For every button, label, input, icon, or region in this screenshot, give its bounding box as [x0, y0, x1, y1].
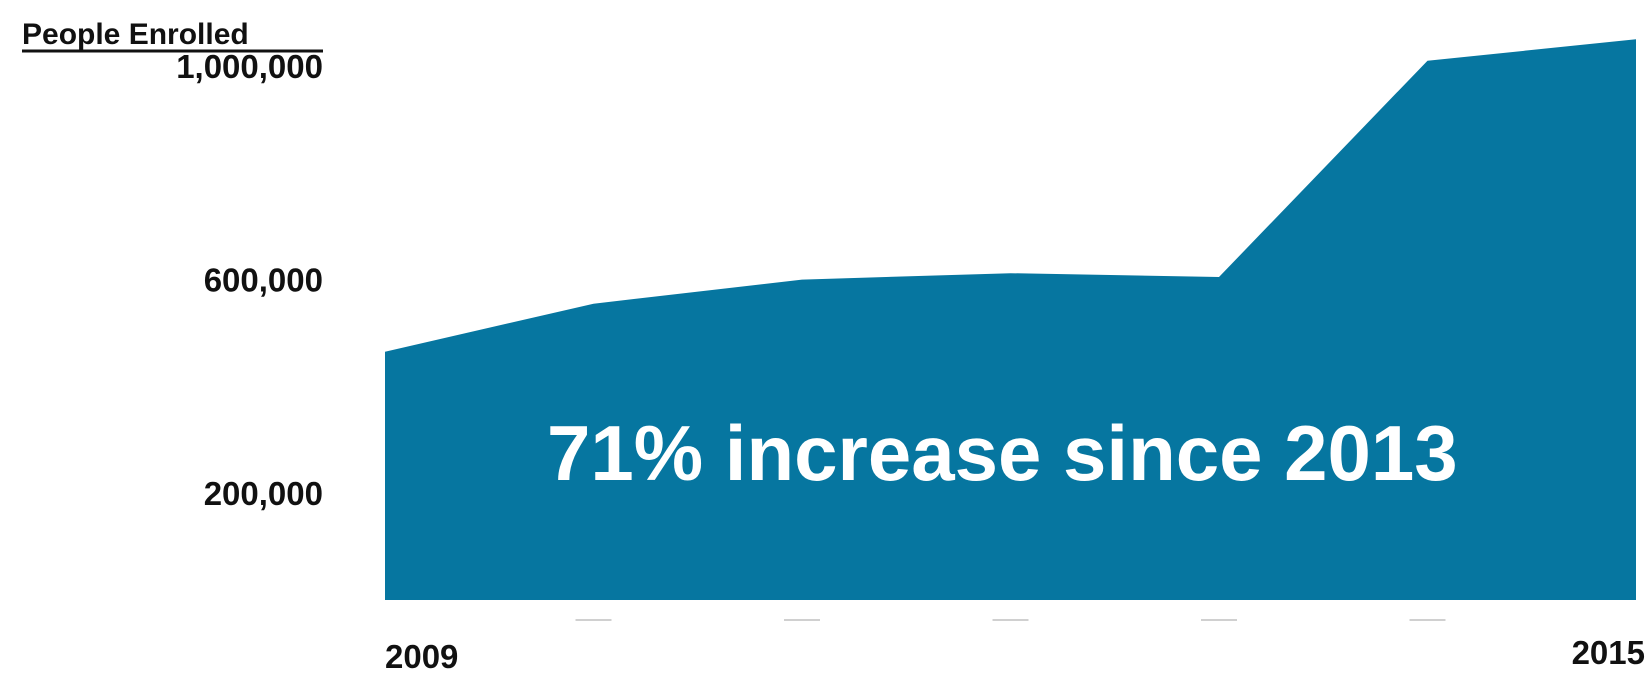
faint-x-tick — [992, 619, 1029, 621]
faint-x-tick — [1409, 619, 1446, 621]
area-series-0 — [385, 39, 1636, 601]
x-tick-labels: 2009 2015 — [385, 634, 1645, 674]
faint-x-tick — [784, 619, 820, 621]
x-tick-label: 2009 — [385, 638, 458, 674]
y-tick-label: 1,000,000 — [176, 48, 323, 85]
y-tick-label: 600,000 — [204, 262, 323, 299]
faint-x-ticks — [575, 619, 1446, 621]
y-axis-title: People Enrolled — [22, 18, 249, 51]
y-tick-labels: 1,000,000 600,000 200,000 — [176, 48, 323, 512]
x-tick-label: 2015 — [1572, 634, 1645, 671]
y-tick-label: 200,000 — [204, 475, 323, 512]
faint-x-tick — [575, 619, 612, 621]
faint-x-tick — [1201, 619, 1237, 621]
increase-annotation: 71% increase since 2013 — [547, 409, 1458, 497]
area-layer — [385, 39, 1636, 601]
